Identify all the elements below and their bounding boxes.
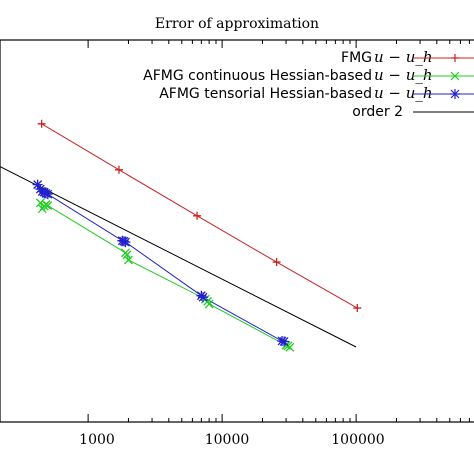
plot-frame [0,39,474,423]
x-tick-label-100000: 100000 [331,432,384,448]
data-point-marker [32,179,43,190]
legend-entry-order-2: order 2 [352,104,474,120]
data-point-marker [123,255,133,265]
data-point-marker [41,188,52,199]
legend-marker-afmg-continuous [450,71,460,81]
x-tick-label-1000: 1000 [79,432,115,448]
data-point-marker [120,237,131,248]
data-point-marker [42,189,53,200]
markers-layer [32,119,362,352]
data-point-marker [122,250,132,260]
legend-marker-afmg-tensorial [450,89,460,99]
legend-label-fmg: FMG [341,50,372,66]
x-tick-label-10000: 10000 [205,432,250,448]
legend-label-afmg-continuous: AFMG continuous Hessian-based [143,68,372,84]
legend-entry-afmg-tensorial: AFMG tensorial Hessian-based u − u_h [159,84,474,102]
data-point-marker [193,211,202,220]
data-point-marker [114,165,123,174]
series-line-2 [37,184,285,342]
data-point-marker [198,292,209,303]
tick-marks [87,40,470,422]
legend-math-afmg-tensorial: u − u_h [374,84,433,102]
legend-label-afmg-tensorial: AFMG tensorial Hessian-based [159,86,372,102]
series-line-3 [0,166,357,348]
data-point-marker [272,258,281,267]
data-point-marker [353,304,362,313]
legend-math-afmg-continuous: u − u_h [374,66,433,84]
series-line-1 [39,202,291,348]
chart-title: Error of approximation [155,16,319,32]
data-point-marker [43,201,53,211]
legend-entry-fmg: FMG u − u_h [341,48,474,66]
legend-label-order-2: order 2 [352,104,403,120]
legend-marker-fmg [451,54,459,62]
legend: FMG u − u_h AFMG continuous Hessian-base… [143,48,474,120]
data-point-marker [37,119,46,128]
series-layer [0,123,358,348]
legend-entry-afmg-continuous: AFMG continuous Hessian-based u − u_h [143,66,474,84]
data-point-marker [279,336,290,347]
legend-math-fmg: u − u_h [374,48,433,66]
